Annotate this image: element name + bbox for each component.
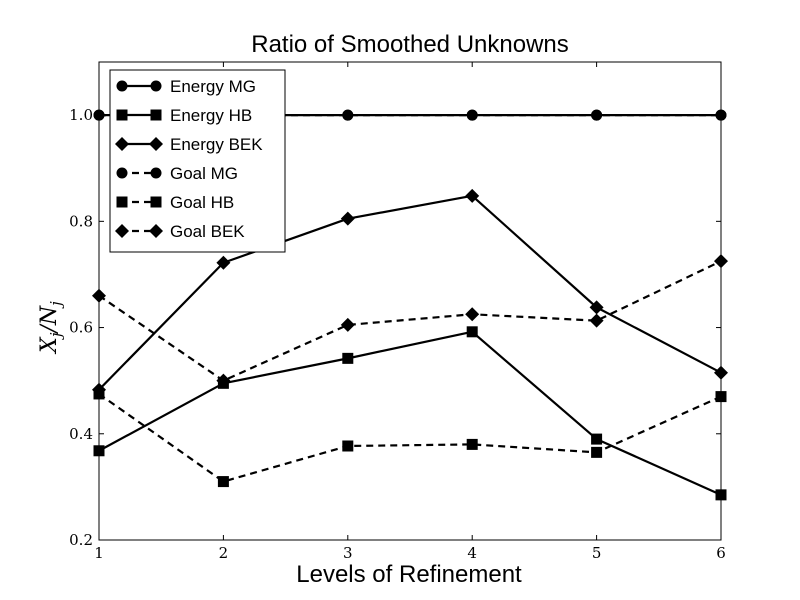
point-energy-hb — [591, 433, 603, 445]
point-goal-hb — [342, 440, 354, 452]
point-goal-mg — [342, 109, 354, 121]
y-axis-label: Xj/Nj — [37, 301, 65, 355]
legend-label-goal-mg: Goal MG — [170, 164, 238, 183]
point-goal-mg — [466, 109, 478, 121]
y-tick-label: 0.2 — [69, 531, 93, 549]
legend-label-energy-mg: Energy MG — [170, 77, 256, 96]
point-goal-hb — [591, 446, 603, 458]
y-tick-label: 1.0 — [69, 106, 93, 124]
series-line-goal-hb — [98, 393, 722, 483]
legend-marker-energy-bek — [115, 137, 129, 151]
legend-marker-energy-mg — [116, 80, 128, 92]
point-goal-bek — [340, 317, 355, 332]
point-goal-bek — [465, 307, 480, 322]
point-energy-bek — [340, 211, 355, 226]
y-tick-label: 0.4 — [69, 425, 93, 443]
series-line-energy-hb — [98, 330, 722, 496]
point-goal-mg — [591, 109, 603, 121]
legend-marker-energy-hb — [116, 109, 128, 121]
x-tick-label: 5 — [592, 544, 602, 562]
legend-marker-goal-hb — [116, 196, 128, 208]
series-lines — [98, 114, 722, 496]
x-tick-label: 2 — [219, 544, 229, 562]
legend-box — [109, 69, 286, 253]
legend-label-energy-bek: Energy BEK — [170, 135, 263, 154]
axis-ticks: 1 2 3 4 5 6 0.2 0.4 0.6 0.8 1.0 — [69, 62, 726, 562]
legend-label-energy-hb: Energy HB — [170, 106, 252, 125]
legend-marker-energy-bek — [149, 137, 163, 151]
legend-marker-energy-mg — [150, 80, 162, 92]
legend-marker-goal-bek — [149, 224, 163, 238]
point-energy-hb — [466, 326, 478, 338]
x-axis-label: Levels of Refinement — [296, 561, 522, 588]
chart-title: Ratio of Smoothed Unknowns — [251, 31, 569, 58]
point-goal-bek — [589, 313, 604, 328]
legend-marker-energy-hb — [150, 109, 162, 121]
y-tick-label: 0.6 — [69, 319, 93, 337]
legend-label-goal-hb: Goal HB — [170, 193, 234, 212]
point-goal-hb — [466, 438, 478, 450]
series-line-energy-bek — [98, 194, 722, 391]
legend-marker-goal-mg — [116, 167, 128, 179]
x-tick-label: 3 — [343, 544, 353, 562]
series-line-goal-bek — [98, 260, 722, 382]
point-energy-bek — [216, 255, 231, 270]
y-tick-label: 0.8 — [69, 212, 93, 230]
x-tick-label: 1 — [94, 544, 104, 562]
plot-frame — [98, 61, 722, 541]
legend-label-goal-bek: Goal BEK — [170, 222, 245, 241]
legend-marker-goal-mg — [150, 167, 162, 179]
point-energy-bek — [465, 188, 480, 203]
x-tick-label: 4 — [467, 544, 477, 562]
point-goal-hb — [217, 476, 229, 488]
x-tick-label: 6 — [716, 544, 726, 562]
point-goal-bek — [216, 373, 231, 388]
legend: Energy MG Energy HB Energy BEK Goal MG Goal … — [109, 69, 286, 253]
point-energy-bek — [589, 300, 604, 315]
legend-marker-goal-hb — [150, 196, 162, 208]
legend-marker-goal-bek — [115, 224, 129, 238]
point-energy-hb — [342, 352, 354, 364]
